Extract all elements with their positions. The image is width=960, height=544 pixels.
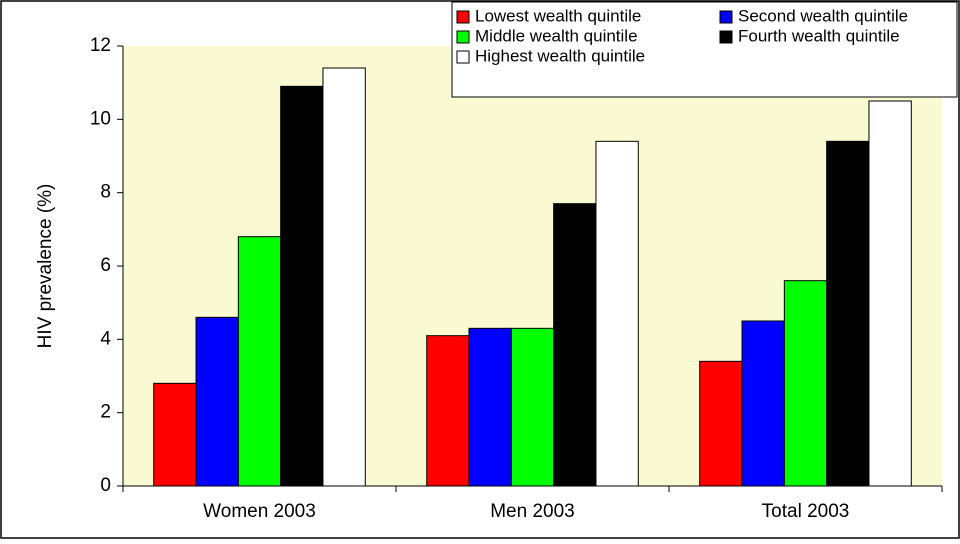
bar (553, 203, 597, 487)
legend-label: Second wealth quintile (738, 6, 908, 25)
y-tick-label: 0 (100, 475, 111, 496)
y-tick-label: 2 (100, 402, 111, 423)
bar (322, 67, 366, 487)
legend-swatch (456, 50, 470, 64)
bar (195, 316, 239, 487)
bar (699, 360, 743, 487)
bar (237, 236, 282, 487)
y-tick-label: 10 (90, 108, 111, 129)
bar (426, 335, 470, 487)
bar (783, 280, 828, 487)
bar (868, 100, 912, 487)
legend-label: Fourth wealth quintile (738, 26, 900, 45)
y-tick-label: 4 (100, 328, 111, 349)
legend-label: Lowest wealth quintile (475, 6, 641, 25)
legend-swatch (719, 30, 733, 44)
legend-box (451, 1, 958, 98)
y-tick-label: 12 (90, 35, 111, 56)
x-tick-label: Total 2003 (762, 501, 850, 522)
y-tick-label: 8 (100, 182, 111, 203)
legend-swatch (456, 30, 470, 44)
bar (468, 327, 512, 487)
legend-swatch (456, 10, 470, 24)
bar (595, 140, 639, 487)
bar (741, 320, 785, 487)
bar (510, 327, 555, 487)
y-axis-label: HIV prevalence (%) (35, 184, 56, 349)
bar (280, 85, 324, 487)
bar (826, 140, 870, 487)
legend-label: Highest wealth quintile (475, 46, 645, 65)
y-tick-label: 6 (100, 255, 111, 276)
legend-label: Middle wealth quintile (475, 26, 638, 45)
bar (153, 382, 197, 487)
x-tick-label: Men 2003 (490, 501, 575, 522)
legend-swatch (719, 10, 733, 24)
x-tick-label: Women 2003 (203, 501, 316, 522)
